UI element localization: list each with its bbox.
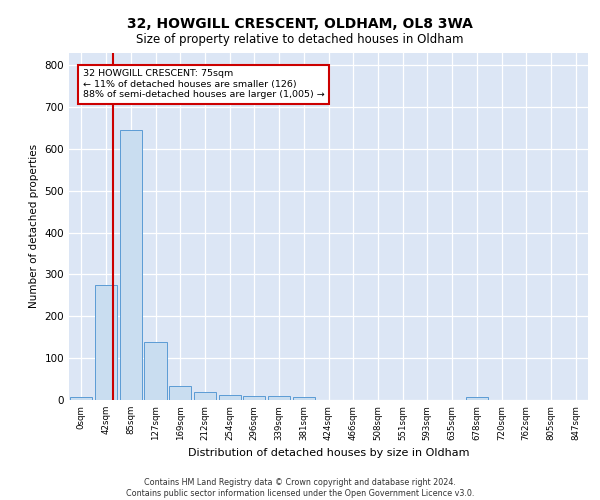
Bar — [119, 130, 142, 400]
Text: 32 HOWGILL CRESCENT: 75sqm
← 11% of detached houses are smaller (126)
88% of sem: 32 HOWGILL CRESCENT: 75sqm ← 11% of deta… — [83, 69, 325, 99]
Text: Size of property relative to detached houses in Oldham: Size of property relative to detached ho… — [136, 32, 464, 46]
Bar — [95, 285, 117, 400]
Bar — [218, 395, 241, 400]
Bar — [293, 396, 315, 400]
Text: Contains HM Land Registry data © Crown copyright and database right 2024.
Contai: Contains HM Land Registry data © Crown c… — [126, 478, 474, 498]
Bar — [466, 398, 488, 400]
Bar — [145, 342, 167, 400]
X-axis label: Distribution of detached houses by size in Oldham: Distribution of detached houses by size … — [188, 448, 469, 458]
Bar — [194, 392, 216, 400]
Y-axis label: Number of detached properties: Number of detached properties — [29, 144, 39, 308]
Text: 32, HOWGILL CRESCENT, OLDHAM, OL8 3WA: 32, HOWGILL CRESCENT, OLDHAM, OL8 3WA — [127, 18, 473, 32]
Bar — [268, 396, 290, 400]
Bar — [169, 386, 191, 400]
Bar — [243, 396, 265, 400]
Bar — [70, 396, 92, 400]
